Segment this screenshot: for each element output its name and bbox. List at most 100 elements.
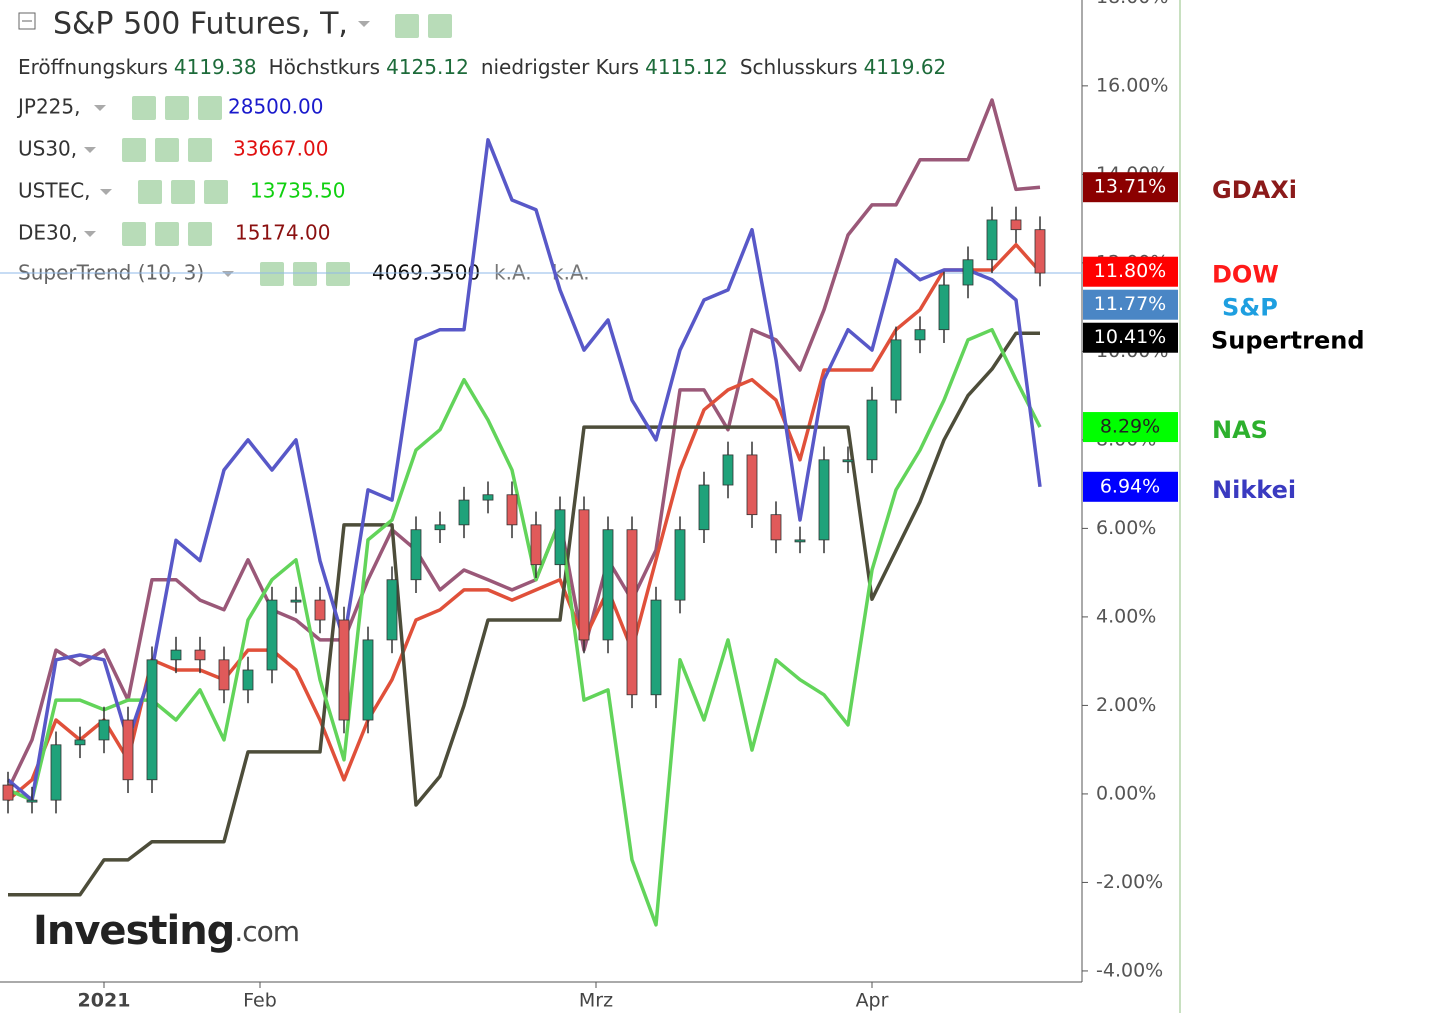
toolbar-icon[interactable] bbox=[204, 180, 228, 204]
series-line bbox=[6, 98, 1041, 791]
x-tick-label: Mrz bbox=[579, 990, 613, 1012]
chart-title: S&P 500 Futures, T, bbox=[53, 7, 348, 42]
value-badge bbox=[1083, 289, 1178, 320]
candle-body bbox=[2, 784, 14, 801]
series-line bbox=[6, 242, 1042, 802]
candle-body bbox=[698, 484, 710, 531]
series-line bbox=[7, 327, 1042, 927]
toolbar-icon[interactable] bbox=[188, 222, 212, 246]
y-tick-label: 16.00% bbox=[1096, 74, 1168, 96]
series-name: DOW bbox=[1212, 261, 1279, 289]
y-tick-label: 18.00% bbox=[1096, 0, 1168, 8]
candle-body bbox=[818, 459, 830, 541]
indicator-name: JP225, bbox=[16, 95, 81, 119]
ohlc-value: 4119.62 bbox=[864, 55, 947, 79]
candle-body bbox=[506, 494, 518, 526]
series-name: Supertrend bbox=[1211, 327, 1365, 355]
candle-body bbox=[554, 509, 566, 566]
toolbar-icon[interactable] bbox=[326, 262, 350, 286]
toolbar-icon[interactable] bbox=[428, 14, 452, 38]
candle-body bbox=[578, 509, 590, 641]
toolbar-icon[interactable] bbox=[138, 180, 162, 204]
dropdown-arrow[interactable] bbox=[222, 271, 234, 277]
y-tick-label: 2.00% bbox=[1096, 694, 1156, 716]
toolbar-icon[interactable] bbox=[165, 96, 189, 120]
candle-body bbox=[626, 529, 638, 696]
ohlc-value: 4115.12 bbox=[645, 55, 728, 79]
value-badge bbox=[1083, 412, 1178, 443]
candle-body bbox=[794, 539, 806, 543]
toolbar-icon[interactable] bbox=[171, 180, 195, 204]
ohlc-label: Höchstkurs bbox=[269, 55, 381, 79]
candle-body bbox=[122, 719, 134, 781]
toolbar-icon[interactable] bbox=[155, 138, 179, 162]
toolbar-icon[interactable] bbox=[293, 262, 317, 286]
x-tick-label: Apr bbox=[856, 990, 889, 1012]
candle-body bbox=[194, 649, 206, 661]
value-badge bbox=[1083, 256, 1178, 287]
candle-body bbox=[722, 454, 734, 486]
toolbar-icon[interactable] bbox=[395, 14, 419, 38]
candle-body bbox=[218, 659, 230, 691]
candle-body bbox=[50, 744, 62, 801]
toolbar-icon[interactable] bbox=[198, 96, 222, 120]
indicator-name: US30, bbox=[18, 137, 77, 161]
candle-body bbox=[1010, 219, 1022, 231]
value-badge-label: 8.29% bbox=[1100, 416, 1160, 438]
indicator-value: 4069.3500 bbox=[372, 261, 480, 285]
candle-body bbox=[74, 739, 86, 746]
candle-body bbox=[362, 639, 374, 721]
toolbar-icon[interactable] bbox=[188, 138, 212, 162]
candle-body bbox=[410, 529, 422, 581]
candle-body bbox=[434, 524, 446, 531]
toolbar-icon[interactable] bbox=[122, 138, 146, 162]
dropdown-arrow[interactable] bbox=[84, 231, 96, 237]
toolbar-icon[interactable] bbox=[132, 96, 156, 120]
dropdown-arrow[interactable] bbox=[84, 147, 96, 153]
series-name: S&P bbox=[1222, 294, 1278, 322]
value-badge-label: 13.71% bbox=[1094, 176, 1166, 198]
candle-body bbox=[482, 494, 494, 501]
indicator-name: USTEC, bbox=[18, 179, 91, 203]
collapse-icon[interactable] bbox=[18, 12, 36, 30]
ohlc-label: Eröffnungskurs bbox=[18, 55, 168, 79]
logo-brand: Investing bbox=[33, 908, 234, 954]
value-badge-label: 11.77% bbox=[1094, 293, 1166, 315]
value-badge-label: 10.41% bbox=[1094, 326, 1166, 348]
x-tick-label: Feb bbox=[243, 990, 277, 1012]
indicator-name: DE30, bbox=[18, 221, 78, 245]
candle-body bbox=[962, 259, 974, 286]
ohlc-row: Eröffnungskurs 4119.38 Höchstkurs 4125.12 ni… bbox=[18, 55, 946, 79]
candle-body bbox=[530, 524, 542, 566]
indicator-value: 28500.00 bbox=[228, 95, 323, 119]
toolbar-icon[interactable] bbox=[155, 222, 179, 246]
toolbar-icon[interactable] bbox=[260, 262, 284, 286]
value-badge-label: 11.80% bbox=[1094, 260, 1166, 282]
candle-body bbox=[770, 514, 782, 541]
candle-body bbox=[26, 799, 38, 803]
series-name: NAS bbox=[1212, 416, 1268, 444]
candle-body bbox=[842, 459, 854, 463]
ohlc-label: niedrigster Kurs bbox=[481, 55, 639, 79]
candle-body bbox=[314, 599, 326, 621]
candle-body bbox=[458, 499, 470, 526]
y-tick-label: 0.00% bbox=[1096, 782, 1156, 804]
toolbar-icon[interactable] bbox=[122, 222, 146, 246]
candle-body bbox=[98, 719, 110, 741]
candle-body bbox=[146, 659, 158, 781]
dropdown-arrow[interactable] bbox=[358, 21, 370, 27]
indicator-extra: k.A. bbox=[494, 261, 532, 285]
candle-body bbox=[986, 219, 998, 261]
series-name: Nikkei bbox=[1212, 476, 1296, 504]
ohlc-value: 4125.12 bbox=[386, 55, 469, 79]
dropdown-arrow[interactable] bbox=[100, 189, 112, 195]
dropdown-arrow[interactable] bbox=[94, 105, 106, 111]
candle-body bbox=[866, 399, 878, 461]
indicator-value: 13735.50 bbox=[250, 179, 345, 203]
ohlc-value: 4119.38 bbox=[174, 55, 257, 79]
ohlc-label: Schlusskurs bbox=[740, 55, 858, 79]
candle-body bbox=[890, 339, 902, 401]
y-tick-label: 4.00% bbox=[1096, 605, 1156, 627]
